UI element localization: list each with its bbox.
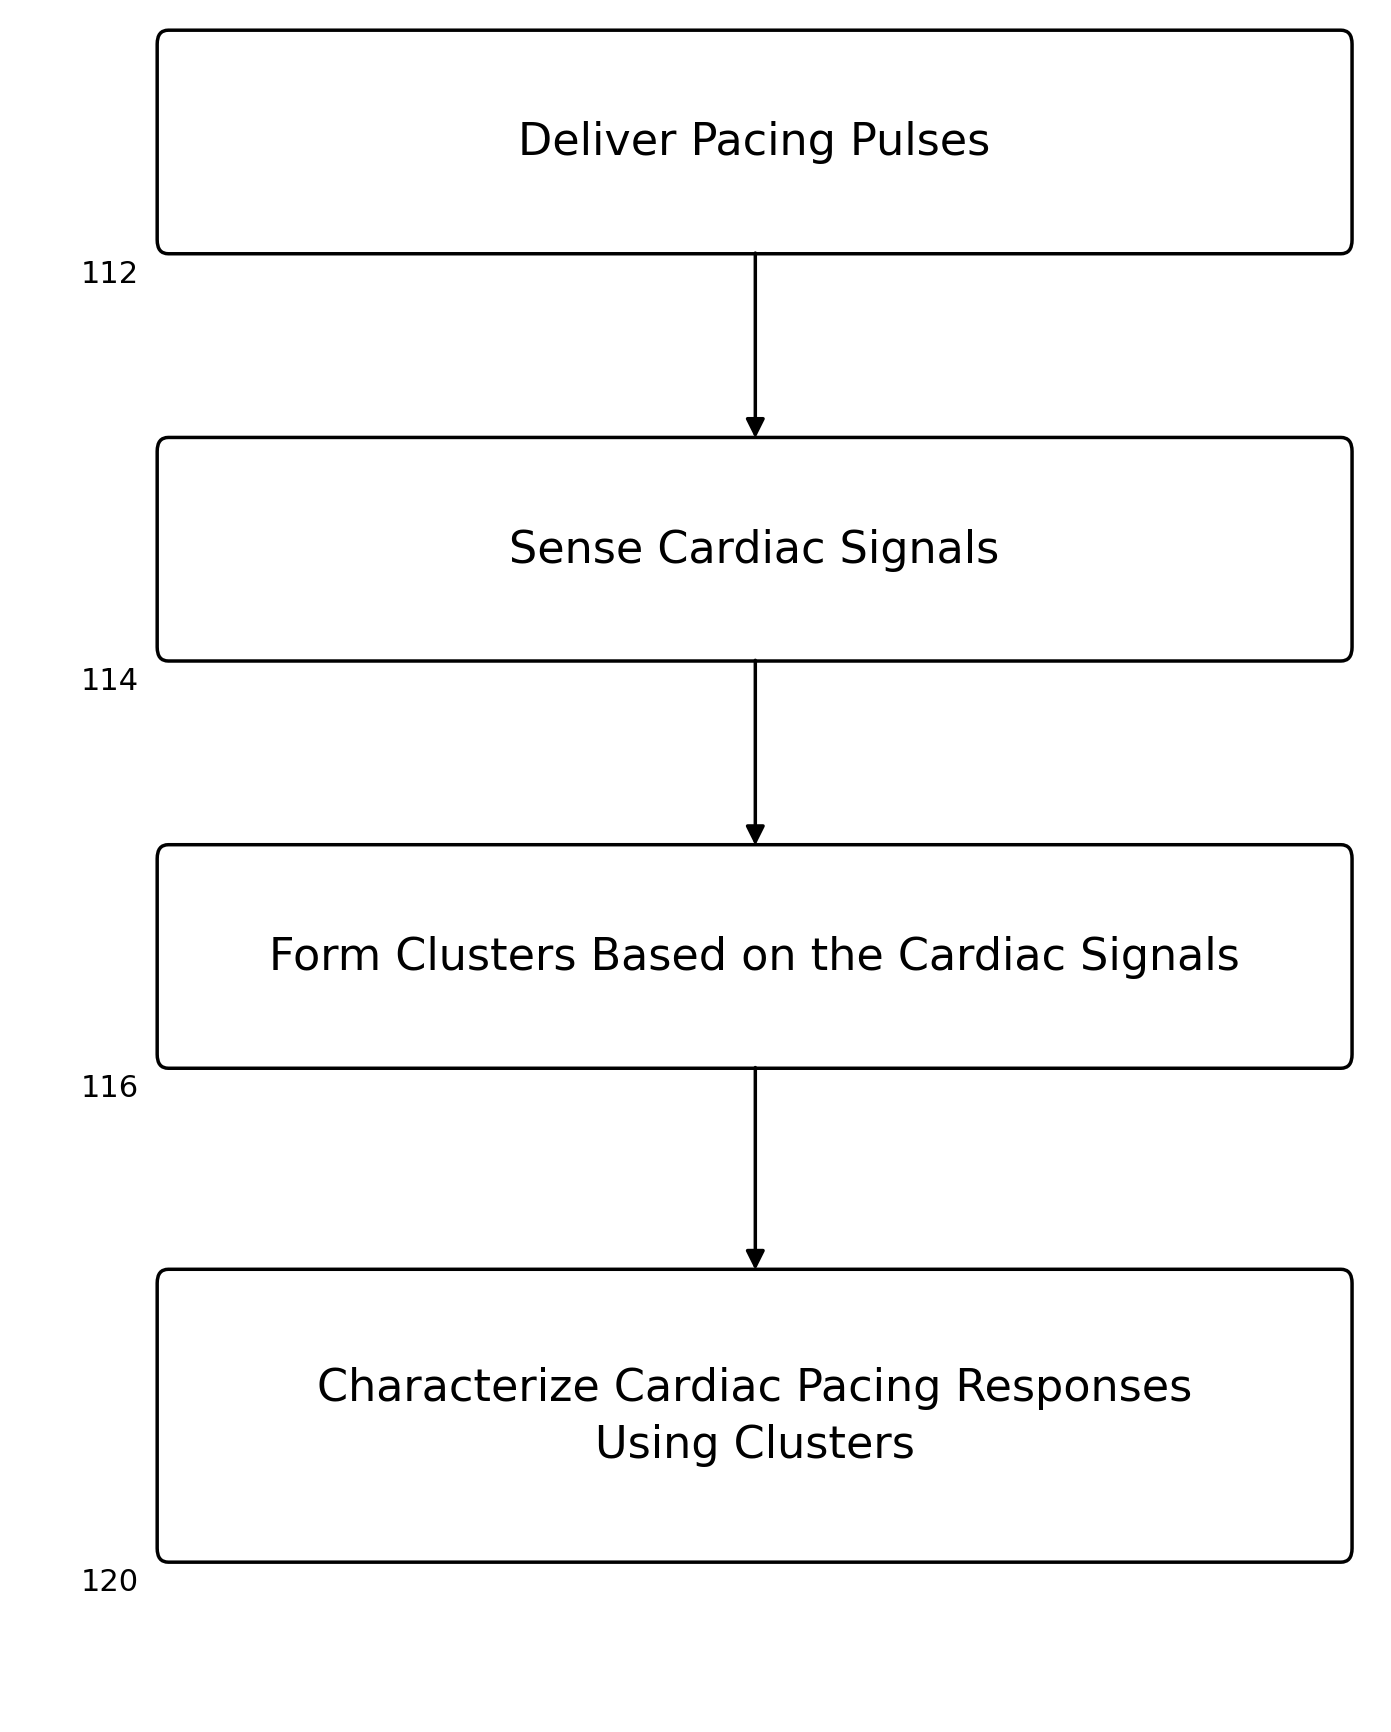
Text: 120: 120 (81, 1567, 139, 1597)
Text: 116: 116 (81, 1074, 139, 1103)
Text: 112: 112 (81, 260, 139, 289)
Text: Sense Cardiac Signals: Sense Cardiac Signals (509, 528, 1000, 572)
FancyBboxPatch shape (157, 438, 1352, 662)
Text: Characterize Cardiac Pacing Responses
Using Clusters: Characterize Cardiac Pacing Responses Us… (317, 1367, 1192, 1465)
Text: 114: 114 (81, 667, 139, 696)
Text: Deliver Pacing Pulses: Deliver Pacing Pulses (519, 121, 990, 165)
FancyBboxPatch shape (157, 845, 1352, 1069)
FancyBboxPatch shape (157, 1270, 1352, 1562)
FancyBboxPatch shape (157, 31, 1352, 255)
Text: Form Clusters Based on the Cardiac Signals: Form Clusters Based on the Cardiac Signa… (270, 935, 1239, 979)
